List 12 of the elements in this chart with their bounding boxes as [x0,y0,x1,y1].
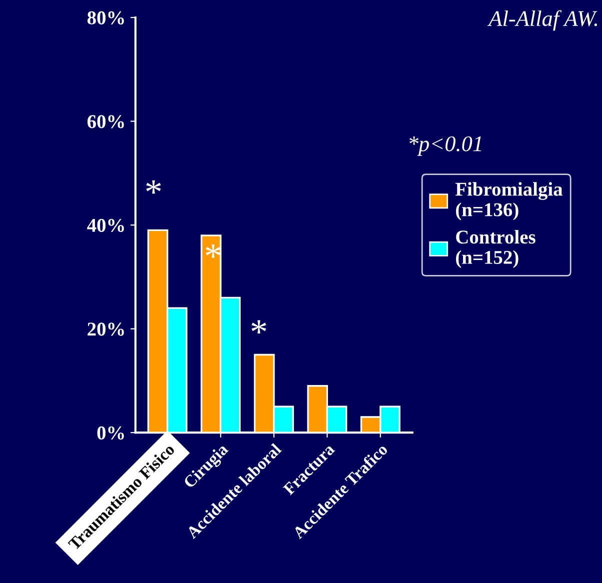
annotation: * [206,244,220,258]
y-tick-label: 0% [97,426,124,440]
y-tick-label: 60% [88,115,124,128]
annotation: * [252,320,266,334]
annotation: * [146,180,161,194]
annotation: *p<0.01 [410,136,482,156]
y-tick-label: 80% [87,11,124,24]
y-tick-label: 40% [87,218,124,232]
y-tick-label: 20% [88,322,124,336]
legend-label: Fibromialgia (n=136) [455,182,563,220]
text: Al-Allaf AW. [487,10,598,31]
legend-label: Controles (n=152) [456,230,536,268]
